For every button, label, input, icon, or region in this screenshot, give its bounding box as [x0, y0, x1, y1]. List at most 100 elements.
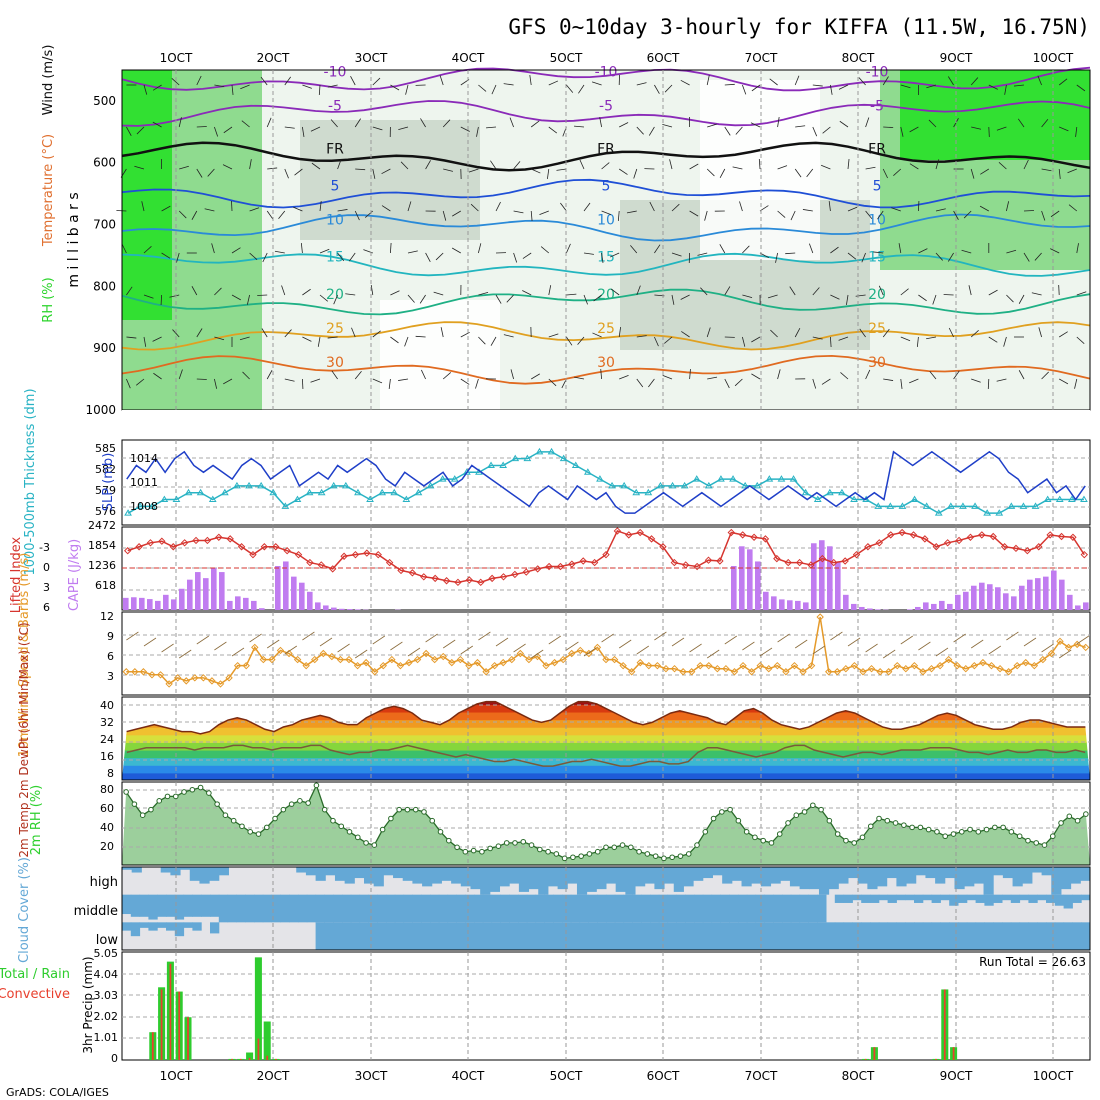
- lifted-index-marker: [670, 558, 679, 567]
- cloud-low-bar: [878, 922, 889, 950]
- surface-wind-barb: [1041, 643, 1054, 653]
- cape-bar: [1027, 579, 1033, 610]
- temperature-contour-label: FR: [868, 142, 886, 158]
- rh-marker: [280, 806, 287, 813]
- wind-barb: [433, 291, 444, 296]
- wind-barb: [840, 372, 849, 380]
- thickness-marker: [426, 481, 435, 489]
- wind-barb: [490, 160, 497, 170]
- upper-air-gap: [122, 410, 1090, 438]
- cape-bar: [939, 600, 945, 610]
- lifted-index-marker: [283, 547, 291, 555]
- cloud-low-bar: [597, 922, 607, 950]
- wind-speed-marker: [927, 665, 936, 673]
- cloud-middle-bar: [368, 894, 378, 923]
- cloud-middle-bar: [843, 894, 853, 903]
- wind-barb: [790, 210, 796, 221]
- cape-bar: [731, 566, 737, 610]
- wind-barb: [830, 294, 840, 300]
- wind-barb: [249, 207, 260, 212]
- rh-marker: [148, 806, 154, 813]
- temp-tick: 24: [100, 733, 114, 746]
- wind-barb: [697, 252, 708, 256]
- rh-marker: [214, 801, 220, 807]
- cloud-middle-bar: [236, 894, 246, 923]
- surface-wind-barb: [372, 635, 386, 645]
- wind-barb: [440, 327, 444, 338]
- thickness-marker: [547, 447, 556, 455]
- wind-barb: [1058, 168, 1061, 179]
- wind-barb: [556, 168, 567, 171]
- surface-wind-barb: [302, 631, 315, 641]
- cloud-low-bar: [702, 922, 713, 950]
- wind-speed-marker: [619, 661, 627, 670]
- cloud-high-bar: [799, 867, 810, 890]
- wind-barb: [274, 250, 285, 254]
- cloud-low-bar: [940, 922, 950, 950]
- wind-barb: [998, 162, 1007, 170]
- wind-barb: [284, 76, 292, 86]
- wind-speed-marker: [953, 661, 961, 670]
- wind-barb: [1034, 252, 1042, 261]
- wind10m-frame: [121, 611, 1091, 696]
- wind-barb: [1031, 292, 1042, 296]
- cape-axis-label: CAPE (J/kg): [67, 539, 82, 611]
- cloud-low-bar: [641, 922, 651, 950]
- rh-marker: [503, 840, 510, 846]
- wind-barb: [1023, 159, 1029, 170]
- precip-convective-bar: [275, 1058, 277, 1060]
- cloud-middle-bar: [606, 894, 616, 923]
- wind-speed-marker: [422, 649, 430, 658]
- lifted-index-marker: [146, 539, 155, 547]
- wind-barb: [510, 369, 514, 380]
- lifted-index-marker: [192, 536, 200, 545]
- cloud-middle-bar: [940, 894, 950, 901]
- wind-barb: [996, 126, 1007, 131]
- wind-speed-marker: [405, 658, 413, 667]
- cloud-middle-bar: [632, 894, 642, 923]
- wind-barb: [1059, 126, 1069, 132]
- wind-barb: [724, 378, 730, 389]
- cape-bar: [275, 566, 281, 610]
- cloud-low-bar: [729, 922, 739, 950]
- wind-speed-line: [126, 616, 1086, 685]
- wind-barb: [865, 166, 876, 170]
- rh-marker: [677, 853, 684, 859]
- thickness-marker: [825, 488, 834, 496]
- wind-speed-marker: [850, 661, 859, 670]
- cloud-low-bar: [1037, 922, 1047, 950]
- wind-barb: [724, 286, 731, 296]
- wind-barb: [1003, 336, 1007, 347]
- wind-speed-marker: [225, 674, 233, 682]
- cloud-low-bar: [350, 922, 361, 950]
- wind-barb: [1018, 294, 1025, 304]
- thickness-marker: [233, 481, 241, 489]
- cloud-middle-bar: [764, 894, 774, 923]
- surface-wind-barb: [354, 649, 368, 659]
- wind-barb: [294, 168, 303, 176]
- wind-speed-marker: [987, 661, 996, 670]
- cloud-low-bar: [166, 922, 176, 931]
- wind-barb: [460, 378, 470, 385]
- wind-barb: [601, 252, 604, 263]
- wind-barb: [246, 294, 250, 305]
- thickness-marker: [777, 475, 786, 482]
- wind-barb: [442, 210, 447, 221]
- wind-barb: [191, 210, 198, 220]
- cloud-low-bar: [1072, 922, 1082, 950]
- wind-barb: [633, 168, 638, 179]
- cape-bar: [163, 594, 169, 610]
- cloud-middle-bar: [1010, 894, 1021, 903]
- thickness-marker: [1067, 495, 1076, 503]
- wind-speed-marker: [602, 655, 610, 664]
- cloud-low-bar: [606, 922, 616, 950]
- wind-barb: [284, 329, 292, 338]
- cloud-middle-bar: [597, 894, 607, 923]
- thickness-marker: [717, 475, 725, 482]
- wind-barb: [971, 126, 982, 130]
- cloud-middle-bar: [579, 894, 589, 923]
- rh-marker: [884, 817, 891, 824]
- cloud-middle-bar: [905, 894, 915, 901]
- cloud-middle-bar: [350, 894, 361, 923]
- wind-barb: [739, 201, 743, 212]
